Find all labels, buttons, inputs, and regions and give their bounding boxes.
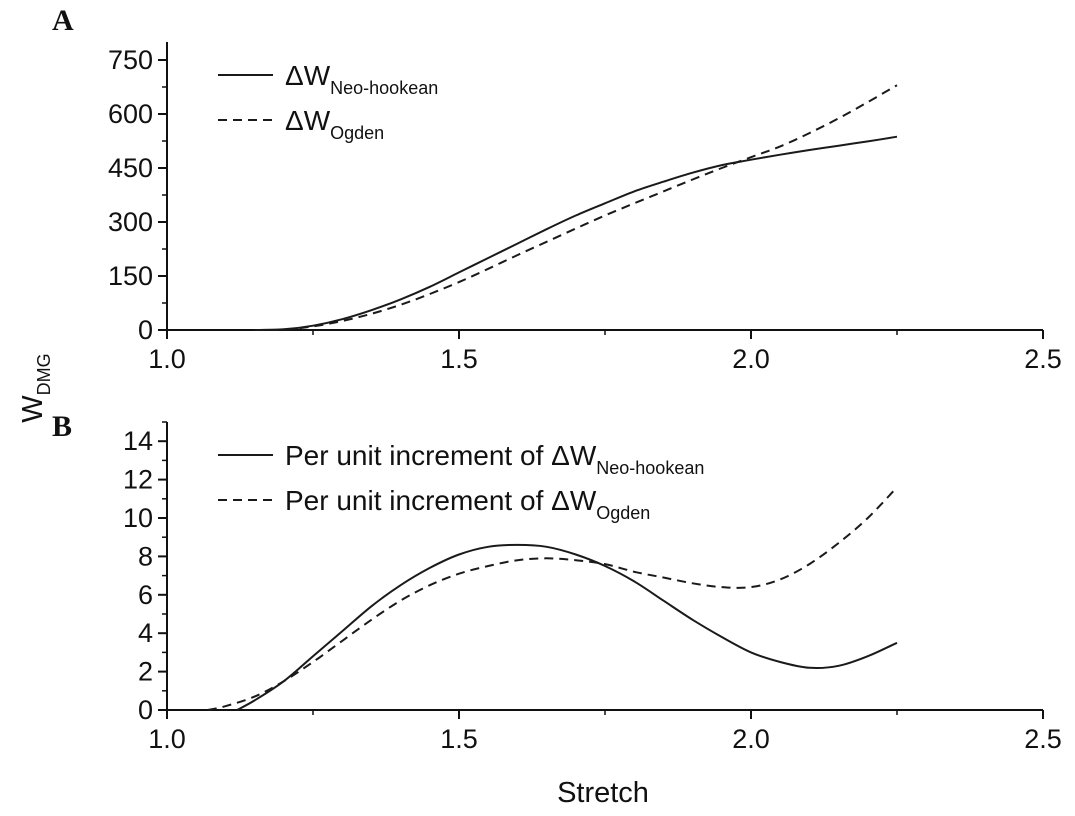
panel-b-y-tick-label: 8	[138, 541, 153, 571]
panel-a-series-ogden-line	[254, 84, 898, 331]
x-axis-title: Stretch	[557, 777, 649, 809]
panel-a-letter: A	[52, 4, 74, 37]
panel-a-x-tick-label: 2.5	[1024, 344, 1062, 374]
panel-b-y-tick-label: 10	[123, 503, 153, 533]
panel-b-y-tick-label: 4	[138, 618, 153, 648]
panel-b-legend-label-sub: Neo-hookean	[596, 458, 704, 478]
panel-b-legend-label: Per unit increment of ΔWNeo-hookean	[285, 440, 704, 478]
panel-a-series-neo-hookean-line	[254, 135, 898, 331]
panel-a-legend-label: ΔWOgden	[285, 105, 384, 143]
panel-b-letter: B	[52, 410, 72, 443]
panel-a-y-tick-label: 750	[108, 45, 153, 75]
y-axis-title-sub: DMG	[34, 353, 54, 395]
panel-a-legend-label-main: ΔW	[285, 60, 331, 91]
panel-b-series-ogden-line	[207, 486, 898, 711]
y-axis-title-main: W	[17, 395, 49, 423]
panel-a-legend-label-sub: Ogden	[330, 123, 384, 143]
panel-b-legend-label-main: Per unit increment of ΔW	[285, 485, 597, 516]
panel-b-y-tick-label: 12	[123, 465, 153, 495]
panel-a-x-tick-label: 2.0	[732, 344, 770, 374]
y-axis-title: WDMG	[17, 353, 54, 422]
panel-b-y-tick-label: 0	[138, 695, 153, 725]
panel-a-y-tick-label: 600	[108, 99, 153, 129]
panel-a-y-tick-label: 300	[108, 207, 153, 237]
panel-b-y-tick-label: 2	[138, 657, 153, 687]
panel-a-x-tick-label: 1.5	[440, 344, 478, 374]
panel-b-plot: 0 2 4 6 8 10 12 14 1.0 1.5 2.0 2.5 Per unit incremen…	[123, 421, 1062, 754]
panel-b-y-tick-label: 6	[138, 580, 153, 610]
panel-a-legend-label: ΔWNeo-hookean	[285, 60, 438, 98]
panel-b-x-tick-label: 2.0	[732, 724, 770, 754]
panel-a-y-tick-label: 0	[138, 315, 153, 345]
panel-b-x-tick-label: 2.5	[1024, 724, 1062, 754]
panel-b-legend-label-main: Per unit increment of ΔW	[285, 440, 597, 471]
panel-b-y-tick-label: 14	[123, 426, 153, 456]
panel-a-legend-label-sub: Neo-hookean	[330, 78, 438, 98]
panel-a-y-tick-label: 450	[108, 153, 153, 183]
panel-a-x-tick-label: 1.0	[148, 344, 186, 374]
panel-b-series-neo-hookean-line	[236, 543, 898, 711]
panel-b-x-tick-label: 1.5	[440, 724, 478, 754]
panel-b-x-tick-label: 1.0	[148, 724, 186, 754]
panel-a-legend-label-main: ΔW	[285, 105, 331, 136]
panel-a-y-tick-label: 150	[108, 261, 153, 291]
panel-b-legend-label-sub: Ogden	[596, 503, 650, 523]
panel-b-legend-label: Per unit increment of ΔWOgden	[285, 485, 650, 523]
